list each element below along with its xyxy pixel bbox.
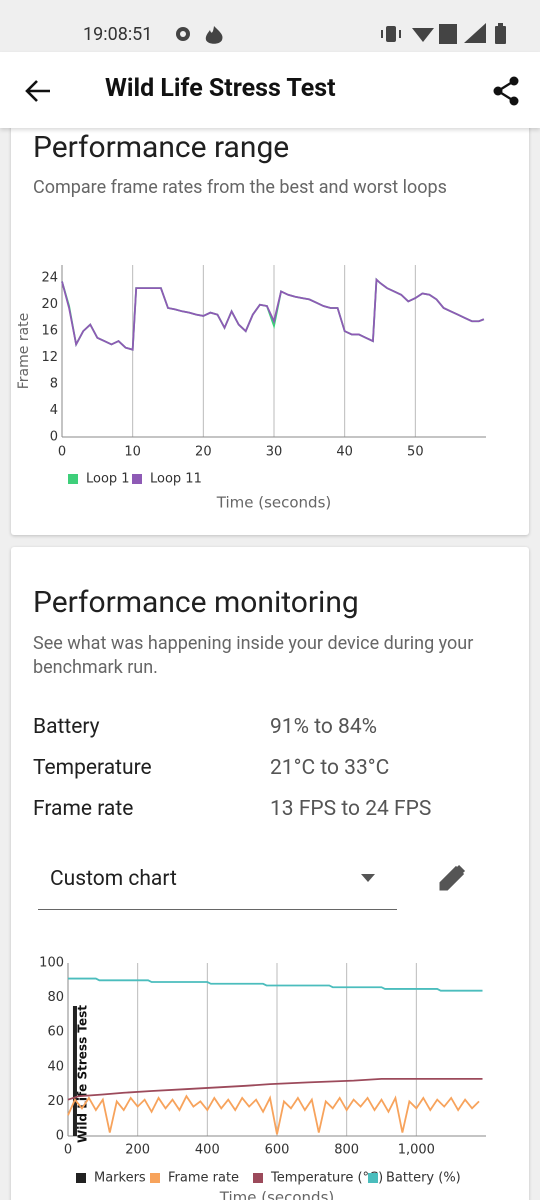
legend-label: Loop 1 — [86, 472, 130, 487]
y-tick-label: 100 — [39, 956, 64, 971]
series-line — [68, 977, 483, 992]
legend-swatch — [368, 1173, 378, 1183]
legend-label: Battery (%) — [386, 1171, 461, 1186]
legend-label: Markers — [94, 1171, 146, 1186]
stat-label: Temperature — [33, 756, 152, 780]
series-line — [61, 277, 485, 351]
x-tick-label: 1,000 — [398, 1143, 435, 1158]
series-line — [61, 277, 485, 351]
y-tick-label: 16 — [41, 324, 58, 339]
stat-label: Battery — [33, 715, 100, 739]
marker — [72, 1006, 77, 1136]
x-tick-label: 20 — [195, 445, 212, 460]
marker-label: Wild Life Stress Test — [75, 1005, 89, 1143]
legend-label: Loop 11 — [150, 472, 202, 487]
dropdown-value: Custom chart — [50, 867, 177, 891]
performance-monitoring-card — [11, 547, 529, 1200]
stat-value: 91% to 84% — [270, 715, 378, 739]
app-bar: Wild Life Stress Test — [0, 52, 540, 128]
y-tick-label: 8 — [50, 377, 58, 392]
x-tick-label: 10 — [124, 445, 141, 460]
legend-swatch — [150, 1173, 160, 1183]
y-tick-label: 0 — [50, 430, 58, 445]
y-tick-label: 24 — [41, 271, 58, 286]
legend-swatch — [68, 474, 78, 484]
edit-button[interactable] — [438, 864, 466, 892]
y-tick-label: 20 — [41, 297, 58, 312]
y-tick-label: 4 — [50, 403, 58, 418]
section-subtitle: Compare frame rates from the best and wo… — [33, 177, 447, 198]
dropdown[interactable]: Custom chart — [38, 855, 397, 910]
section-subtitle: See what was happening inside your devic… — [33, 633, 474, 678]
y-tick-label: 60 — [47, 1025, 64, 1040]
status-bar: 19:08:51 — [0, 0, 540, 52]
status-icons-right — [381, 23, 506, 44]
x-axis-label: Time (seconds) — [219, 1189, 335, 1200]
status-icons-left — [176, 26, 223, 44]
x-tick-label: 600 — [265, 1143, 290, 1158]
stat-value: 21°C to 33°C — [270, 756, 390, 780]
y-tick-label: 80 — [47, 990, 64, 1005]
x-tick-label: 800 — [334, 1143, 359, 1158]
section-title: Performance monitoring — [33, 585, 359, 620]
stat-label: Frame rate — [33, 797, 134, 821]
dropdown-arrow — [361, 874, 375, 882]
legend-swatch — [76, 1173, 86, 1183]
share-button[interactable] — [492, 76, 522, 106]
x-tick-label: 400 — [195, 1143, 220, 1158]
series-line — [67, 1078, 483, 1101]
x-axis-label: Time (seconds) — [216, 494, 332, 512]
clock: 19:08:51 — [83, 24, 153, 45]
app-title: Wild Life Stress Test — [105, 74, 336, 103]
x-tick-label: 0 — [58, 445, 66, 460]
performance-range-card — [11, 110, 529, 535]
y-tick-label: 12 — [41, 350, 58, 365]
legend-swatch — [253, 1173, 263, 1183]
series-line — [67, 1094, 480, 1135]
legend-swatch — [132, 474, 142, 484]
back-button[interactable] — [24, 78, 52, 104]
y-tick-label: 40 — [47, 1059, 64, 1074]
section-title: Performance range — [33, 130, 290, 165]
legend-label: Frame rate — [168, 1171, 239, 1186]
y-tick-label: 20 — [47, 1094, 64, 1109]
y-axis-label: Frame rate — [16, 313, 32, 390]
x-tick-label: 200 — [125, 1143, 150, 1158]
x-tick-label: 30 — [266, 445, 283, 460]
legend-label: Temperature (°C) — [270, 1171, 383, 1186]
x-tick-label: 50 — [407, 445, 424, 460]
stat-value: 13 FPS to 24 FPS — [270, 797, 432, 821]
x-tick-label: 40 — [336, 445, 353, 460]
x-tick-label: 0 — [64, 1143, 72, 1158]
y-tick-label: 0 — [56, 1129, 64, 1144]
